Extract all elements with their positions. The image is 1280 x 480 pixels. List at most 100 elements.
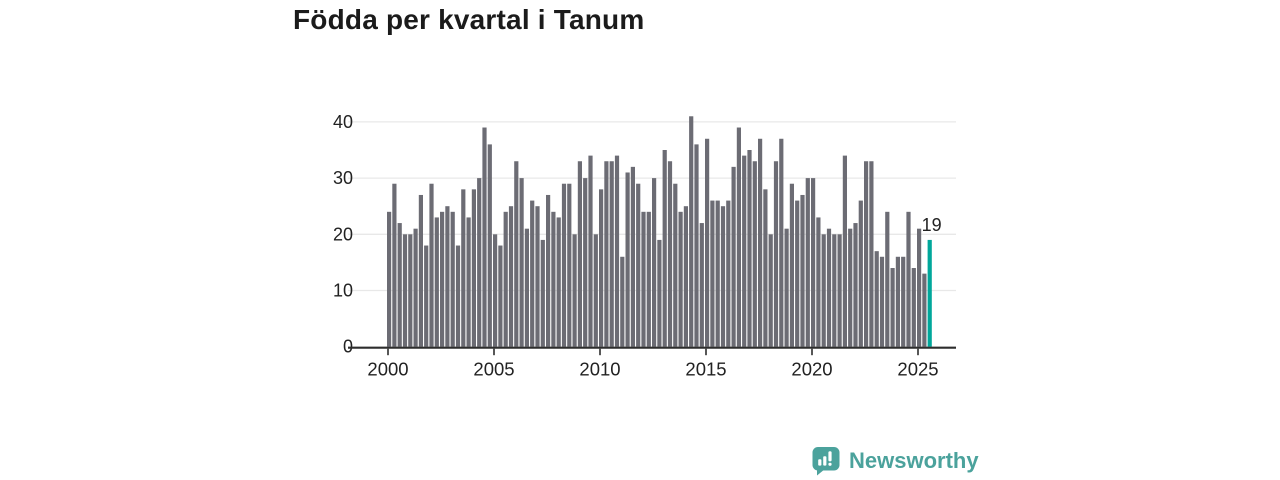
bar	[683, 206, 688, 347]
bar	[890, 268, 895, 347]
bar	[795, 200, 800, 347]
bar	[726, 200, 731, 347]
bar	[853, 223, 858, 347]
bar	[667, 161, 673, 347]
bar	[731, 166, 736, 347]
y-axis-tick-label: 10	[333, 281, 353, 301]
bar	[678, 211, 683, 347]
bar	[895, 256, 900, 347]
bar	[418, 194, 423, 347]
bar	[551, 211, 556, 347]
bar	[572, 234, 577, 347]
bar	[911, 268, 916, 347]
bar	[625, 172, 630, 347]
bar	[413, 228, 418, 347]
bar	[487, 144, 492, 347]
bar	[519, 178, 524, 347]
bar	[858, 200, 863, 347]
bar	[546, 194, 551, 347]
bar	[593, 234, 598, 347]
bar	[641, 211, 646, 347]
bar	[906, 211, 911, 347]
bar	[773, 161, 779, 347]
bar	[514, 161, 519, 347]
bar	[826, 228, 832, 347]
bar	[434, 217, 439, 347]
newsworthy-logo: Newsworthy	[812, 446, 979, 476]
bar	[768, 234, 773, 347]
x-axis-tick-label: 2000	[367, 359, 408, 380]
bar	[503, 211, 508, 347]
bar	[694, 144, 699, 347]
bar	[630, 166, 635, 347]
bar	[461, 189, 466, 347]
bar	[747, 150, 752, 347]
x-axis-tick-label: 2010	[579, 359, 620, 380]
bar	[493, 234, 498, 347]
bar	[837, 234, 842, 347]
bar	[662, 150, 667, 347]
bar	[848, 228, 853, 347]
bar	[742, 155, 747, 347]
bar	[577, 161, 582, 347]
x-axis-tick-label: 2025	[897, 359, 938, 380]
bar	[763, 189, 768, 347]
bar-highlight	[927, 239, 932, 347]
bar	[450, 211, 455, 347]
bar	[646, 211, 651, 347]
bar	[498, 245, 503, 347]
bar	[466, 217, 471, 347]
bar	[715, 200, 720, 347]
bar	[477, 178, 482, 347]
newsworthy-bubble-chart-icon	[812, 447, 840, 476]
bar-chart: 0 10 20 30 40 2000 2005 2010 2015 2020 2025 19	[333, 112, 956, 380]
chart-title: Födda per kvartal i Tanum	[293, 4, 645, 35]
bar	[705, 138, 710, 347]
bar	[567, 183, 572, 347]
bar	[471, 189, 476, 347]
bar	[758, 138, 763, 347]
bar	[811, 178, 816, 347]
bar	[832, 234, 837, 347]
bar	[901, 256, 906, 347]
bar	[864, 161, 869, 347]
bar	[440, 211, 445, 347]
bar	[869, 161, 874, 347]
bar	[805, 178, 810, 347]
bar	[540, 239, 545, 347]
bar	[397, 223, 402, 347]
last-value-annotation: 19	[922, 215, 942, 235]
x-axis-tick-label: 2005	[473, 359, 514, 380]
bar	[689, 116, 694, 347]
bar	[816, 217, 821, 347]
bar	[842, 155, 847, 347]
bar	[784, 228, 789, 347]
bar	[424, 245, 429, 347]
bar	[720, 206, 726, 347]
bar	[789, 183, 794, 347]
bar	[604, 161, 609, 347]
bar	[556, 217, 561, 347]
bar	[699, 223, 704, 347]
bar	[392, 183, 397, 347]
bar	[535, 206, 540, 347]
bar	[874, 251, 879, 347]
bar	[588, 155, 593, 347]
bar	[779, 138, 784, 347]
bar	[429, 183, 434, 347]
newsworthy-wordmark: Newsworthy	[849, 448, 979, 473]
y-axis-tick-label: 30	[333, 168, 353, 188]
bar	[561, 183, 567, 347]
x-axis-tick-label: 2020	[791, 359, 832, 380]
bar	[620, 256, 625, 347]
bar	[800, 194, 805, 347]
y-axis-tick-label: 20	[333, 224, 353, 244]
bar	[530, 200, 535, 347]
bar	[609, 161, 614, 347]
bar	[614, 155, 620, 347]
bar	[455, 245, 461, 347]
bar	[752, 161, 757, 347]
bar	[583, 178, 588, 347]
bar	[524, 228, 529, 347]
